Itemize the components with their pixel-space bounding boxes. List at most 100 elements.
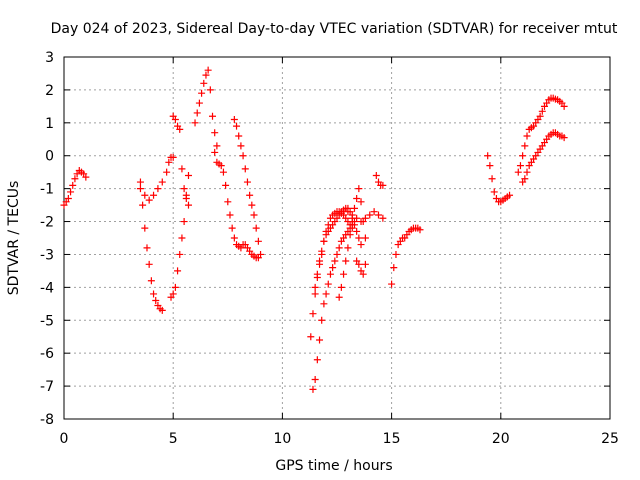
data-point xyxy=(235,132,243,140)
data-point xyxy=(484,152,492,160)
data-point xyxy=(506,191,514,199)
data-point xyxy=(180,185,188,193)
data-point xyxy=(239,152,247,160)
data-point xyxy=(241,165,249,173)
data-point xyxy=(366,211,374,219)
data-point xyxy=(536,112,544,120)
data-point xyxy=(329,264,337,272)
data-point xyxy=(353,195,361,203)
data-point xyxy=(69,181,77,189)
data-point xyxy=(523,168,531,176)
data-point xyxy=(318,247,326,255)
series-s6 xyxy=(191,66,221,150)
data-point xyxy=(379,214,387,222)
data-point xyxy=(340,270,348,278)
y-tick-label: 0 xyxy=(45,149,54,165)
data-point xyxy=(250,211,258,219)
x-tick-label: 15 xyxy=(383,431,401,447)
data-point xyxy=(346,231,354,239)
data-point xyxy=(361,260,369,268)
data-point xyxy=(488,175,496,183)
data-point xyxy=(226,211,234,219)
data-point xyxy=(204,66,212,74)
data-point xyxy=(516,162,524,170)
data-point xyxy=(184,201,192,209)
data-point xyxy=(359,270,367,278)
data-point xyxy=(222,181,230,189)
y-tick-label: -8 xyxy=(40,412,54,428)
data-point xyxy=(176,125,184,133)
x-axis-label: GPS time / hours xyxy=(275,458,392,474)
plot-frame xyxy=(63,56,611,420)
data-point xyxy=(486,162,494,170)
data-point xyxy=(560,134,568,142)
data-point xyxy=(372,171,380,179)
data-point xyxy=(311,376,319,384)
data-point xyxy=(316,257,324,265)
data-point xyxy=(416,226,424,234)
data-point xyxy=(143,244,151,252)
data-point xyxy=(342,257,350,265)
data-point xyxy=(355,234,363,242)
y-tick-label: -1 xyxy=(40,182,54,198)
x-tick-label: 10 xyxy=(273,431,291,447)
data-point xyxy=(309,310,317,318)
data-point xyxy=(193,109,201,117)
x-tick-label: 5 xyxy=(169,431,178,447)
data-point xyxy=(490,188,498,196)
series-s15 xyxy=(372,171,387,189)
data-point xyxy=(169,153,177,161)
data-point xyxy=(388,280,396,288)
data-point xyxy=(64,195,72,203)
data-point xyxy=(390,264,398,272)
series-s14 xyxy=(353,257,369,278)
data-point xyxy=(145,196,153,204)
series-s5 xyxy=(167,171,192,301)
data-point xyxy=(254,237,262,245)
data-point xyxy=(519,152,527,160)
data-point xyxy=(178,234,186,242)
data-point xyxy=(353,214,361,222)
data-point xyxy=(379,181,387,189)
data-point xyxy=(307,333,315,341)
data-point xyxy=(147,277,155,285)
data-point xyxy=(211,129,219,137)
data-point xyxy=(248,201,256,209)
data-point xyxy=(337,283,345,291)
data-point xyxy=(176,250,184,258)
data-point xyxy=(357,241,365,249)
data-point xyxy=(392,250,400,258)
y-tick-label: 3 xyxy=(45,50,54,66)
series-s19 xyxy=(519,129,568,186)
grid-lines xyxy=(64,57,610,419)
data-points xyxy=(60,66,568,393)
y-tick-label: -3 xyxy=(40,247,54,263)
data-point xyxy=(348,211,356,219)
data-point xyxy=(219,168,227,176)
data-point xyxy=(335,293,343,301)
data-point xyxy=(209,112,217,120)
data-point xyxy=(350,204,358,212)
data-point xyxy=(320,237,328,245)
data-point xyxy=(165,158,173,166)
data-point xyxy=(158,178,166,186)
data-point xyxy=(224,198,232,206)
data-point xyxy=(206,86,214,94)
chart-title: Day 024 of 2023, Sidereal Day-to-day VTE… xyxy=(51,21,618,37)
data-point xyxy=(523,132,531,140)
data-point xyxy=(348,224,356,232)
data-point xyxy=(322,227,330,235)
series-s8 xyxy=(230,116,265,258)
data-point xyxy=(136,178,144,186)
data-point xyxy=(252,224,260,232)
data-point xyxy=(211,148,219,156)
data-point xyxy=(150,191,158,199)
data-point xyxy=(198,89,206,97)
data-point xyxy=(344,244,352,252)
y-axis-label: SDTVAR / TECUs xyxy=(6,181,22,296)
data-point xyxy=(237,142,245,150)
data-point xyxy=(355,185,363,193)
series-s17 xyxy=(484,152,514,206)
data-point xyxy=(191,119,199,127)
data-point xyxy=(348,218,356,226)
